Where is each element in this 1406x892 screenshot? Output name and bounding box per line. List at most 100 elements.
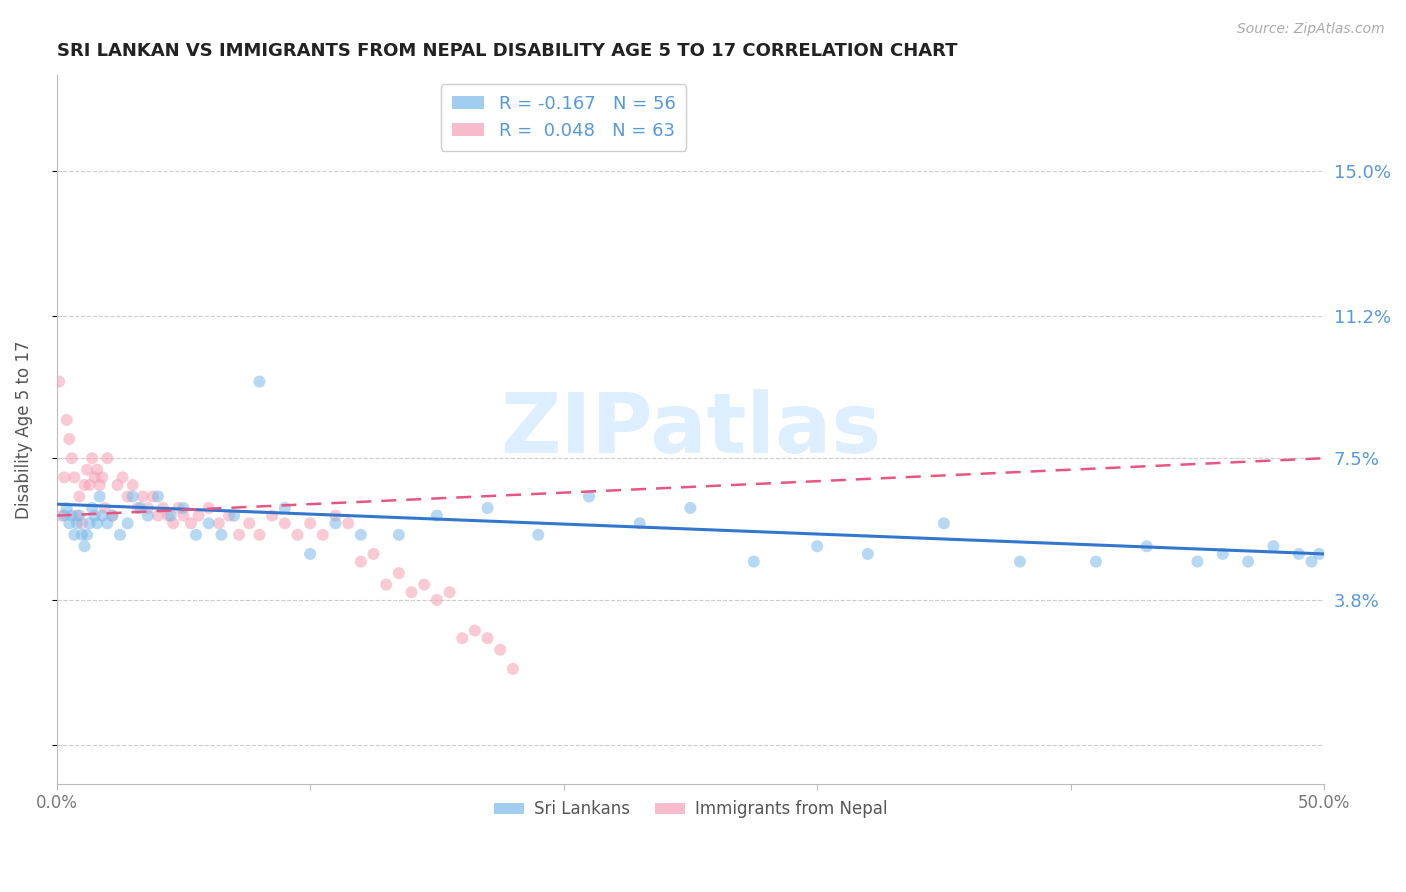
Point bbox=[1288, 547, 1310, 561]
Point bbox=[89, 478, 111, 492]
Point bbox=[101, 508, 124, 523]
Point bbox=[180, 516, 202, 531]
Point bbox=[83, 508, 105, 523]
Point bbox=[70, 528, 93, 542]
Point bbox=[1008, 555, 1031, 569]
Point bbox=[73, 539, 96, 553]
Point bbox=[249, 528, 271, 542]
Point bbox=[152, 500, 174, 515]
Point bbox=[136, 508, 159, 523]
Point bbox=[60, 508, 83, 523]
Point bbox=[142, 490, 165, 504]
Point bbox=[67, 490, 90, 504]
Point bbox=[129, 500, 152, 515]
Point bbox=[94, 500, 117, 515]
Point bbox=[76, 528, 98, 542]
Point bbox=[162, 516, 184, 531]
Point bbox=[527, 528, 550, 542]
Point bbox=[76, 463, 98, 477]
Y-axis label: Disability Age 5 to 17: Disability Age 5 to 17 bbox=[15, 340, 32, 519]
Point bbox=[388, 566, 411, 580]
Point bbox=[325, 516, 347, 531]
Point bbox=[299, 547, 322, 561]
Point bbox=[1187, 555, 1209, 569]
Point bbox=[67, 508, 90, 523]
Point bbox=[325, 508, 347, 523]
Point bbox=[312, 528, 335, 542]
Point bbox=[58, 516, 80, 531]
Point bbox=[1237, 555, 1260, 569]
Point bbox=[578, 490, 600, 504]
Point bbox=[146, 508, 169, 523]
Point bbox=[187, 508, 209, 523]
Legend: Sri Lankans, Immigrants from Nepal: Sri Lankans, Immigrants from Nepal bbox=[486, 794, 894, 825]
Point bbox=[127, 500, 149, 515]
Point bbox=[477, 500, 499, 515]
Point bbox=[63, 528, 86, 542]
Point bbox=[111, 470, 134, 484]
Point bbox=[208, 516, 231, 531]
Point bbox=[96, 451, 118, 466]
Point bbox=[856, 547, 879, 561]
Point bbox=[299, 516, 322, 531]
Point bbox=[274, 516, 297, 531]
Point bbox=[117, 516, 139, 531]
Point bbox=[82, 500, 104, 515]
Point bbox=[184, 528, 207, 542]
Point bbox=[350, 555, 373, 569]
Point bbox=[51, 508, 73, 523]
Point bbox=[1085, 555, 1108, 569]
Point bbox=[159, 508, 181, 523]
Point bbox=[197, 516, 219, 531]
Point bbox=[58, 432, 80, 446]
Point bbox=[53, 508, 76, 523]
Point bbox=[107, 478, 129, 492]
Text: Source: ZipAtlas.com: Source: ZipAtlas.com bbox=[1237, 22, 1385, 37]
Point bbox=[1301, 555, 1323, 569]
Point bbox=[157, 508, 180, 523]
Point bbox=[86, 516, 108, 531]
Point bbox=[249, 375, 271, 389]
Point bbox=[55, 500, 77, 515]
Point bbox=[464, 624, 486, 638]
Point bbox=[121, 490, 143, 504]
Point bbox=[53, 470, 76, 484]
Point bbox=[363, 547, 385, 561]
Point bbox=[172, 500, 194, 515]
Point bbox=[209, 528, 232, 542]
Point bbox=[451, 631, 474, 645]
Point bbox=[66, 508, 89, 523]
Point bbox=[82, 451, 104, 466]
Point bbox=[218, 508, 240, 523]
Point bbox=[287, 528, 309, 542]
Point bbox=[167, 500, 190, 515]
Point bbox=[136, 500, 159, 515]
Point bbox=[388, 528, 411, 542]
Point bbox=[1136, 539, 1159, 553]
Point bbox=[48, 375, 70, 389]
Point bbox=[238, 516, 260, 531]
Point bbox=[679, 500, 702, 515]
Point bbox=[222, 508, 245, 523]
Point bbox=[91, 470, 114, 484]
Point bbox=[172, 508, 194, 523]
Point bbox=[83, 470, 105, 484]
Point bbox=[117, 490, 139, 504]
Point bbox=[375, 577, 398, 591]
Point bbox=[197, 500, 219, 515]
Text: SRI LANKAN VS IMMIGRANTS FROM NEPAL DISABILITY AGE 5 TO 17 CORRELATION CHART: SRI LANKAN VS IMMIGRANTS FROM NEPAL DISA… bbox=[56, 42, 957, 60]
Text: ZIPatlas: ZIPatlas bbox=[501, 389, 882, 470]
Point bbox=[1308, 547, 1330, 561]
Point bbox=[66, 516, 89, 531]
Point bbox=[502, 662, 524, 676]
Point bbox=[1263, 539, 1285, 553]
Point bbox=[60, 451, 83, 466]
Point bbox=[70, 516, 93, 531]
Point bbox=[742, 555, 765, 569]
Point bbox=[91, 508, 114, 523]
Point bbox=[79, 516, 101, 531]
Point bbox=[146, 490, 169, 504]
Point bbox=[79, 478, 101, 492]
Point bbox=[426, 593, 449, 607]
Point bbox=[932, 516, 955, 531]
